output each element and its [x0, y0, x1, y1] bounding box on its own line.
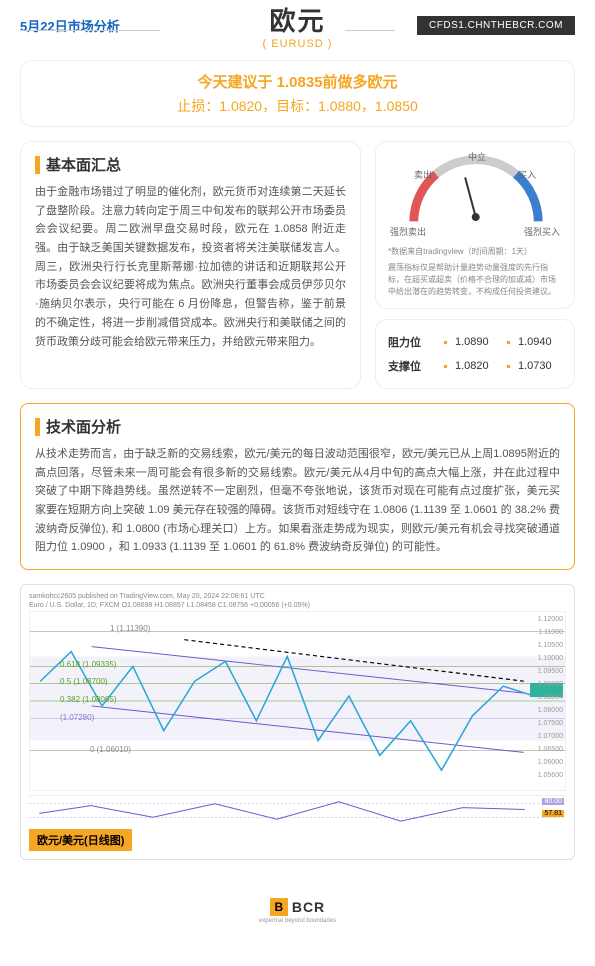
chart-card: samkohcc2605 published on TradingView.co…: [20, 584, 575, 860]
gauge-sell: 卖出: [414, 168, 432, 181]
dot-icon: [444, 365, 447, 368]
section-bar-icon: [35, 156, 40, 174]
fib-label-5: 0 (1.06010): [90, 745, 131, 754]
content-area: 今天建议于 1.0835前做多欧元 止损：1.0820，目标：1.0880，1.…: [0, 50, 595, 880]
pair-name-en: ( EURUSD ): [263, 38, 333, 50]
y-tick: 1.11000: [538, 629, 563, 636]
levels-card: 阻力位 1.0890 1.0940 支撑位 1.0820 1.0730: [375, 319, 575, 389]
fib-label-1: 1 (1.11390): [110, 624, 150, 633]
technical-header: 技术面分析: [35, 416, 560, 437]
gauge-strong-sell: 强烈卖出: [390, 225, 426, 238]
footer-logo: B BCR: [270, 898, 325, 916]
right-panel: 强烈卖出 卖出 中立 买入 强烈买入 *数据来自tradingview（时间周期…: [375, 141, 575, 389]
report-date: 5月22日市场分析: [20, 16, 120, 35]
technical-body: 从技术走势而言，由于缺乏新的交易线索，欧元/美元的每日波动范围很窄，欧元/美元已…: [35, 445, 560, 557]
dot-icon: [507, 341, 510, 344]
chart-meta-1: samkohcc2605 published on TradingView.co…: [29, 593, 566, 600]
gauge-source: *数据来自tradingview（时间周期：1天）: [388, 246, 562, 258]
y-tick: 1.07500: [538, 720, 563, 727]
technical-title: 技术面分析: [46, 416, 121, 437]
y-tick: 1.09000: [538, 681, 563, 688]
osc-svg: [29, 796, 566, 825]
header-bar: 5月22日市场分析 欧元 ( EURUSD ) CFDS1.CHNTHEBCR.…: [0, 0, 595, 50]
y-tick: 1.10500: [538, 642, 563, 649]
footer-brand: BCR: [292, 899, 325, 915]
resistance-2: 1.0940: [518, 336, 562, 348]
resistance-row: 阻力位 1.0890 1.0940: [388, 330, 562, 354]
osc-cur: 57.81: [542, 810, 564, 817]
decor-line-right: [345, 30, 395, 31]
recommendation-box: 今天建议于 1.0835前做多欧元 止损：1.0820，目标：1.0880，1.…: [20, 60, 575, 127]
osc-high: 80.00: [542, 798, 564, 805]
recommendation-main: 今天建议于 1.0835前做多欧元: [37, 71, 558, 92]
gauge-strong-buy: 强烈买入: [524, 225, 560, 238]
technical-card: 技术面分析 从技术走势而言，由于缺乏新的交易线索，欧元/美元的每日波动范围很窄，…: [20, 403, 575, 570]
oscillator-panel: 80.00 57.81: [29, 795, 566, 825]
y-tick: 1.08000: [538, 707, 563, 714]
fib-label-2: 0.618 (1.09335): [60, 660, 117, 669]
fundamentals-body: 由于金融市场错过了明显的催化剂，欧元货币对连续第二天延长了盘整阶段。注意力转向定…: [35, 183, 346, 351]
footer-tagline: expertise beyond boundaries: [0, 918, 595, 924]
gauge-note: 震荡指标仅是帮助计量趋势动量强度的先行指标，在超买或超卖（价格不合理的加或减）市…: [388, 262, 562, 298]
footer: B BCR expertise beyond boundaries: [0, 880, 595, 946]
y-tick: 1.06500: [538, 746, 563, 753]
dot-icon: [444, 341, 447, 344]
dot-icon: [507, 365, 510, 368]
support-2: 1.0730: [518, 360, 562, 372]
chart-meta-2: Euro / U.S. Dollar, 1D, FXCM O1.08698 H1…: [29, 602, 566, 609]
resistance-label: 阻力位: [388, 334, 436, 350]
gauge-buy: 买入: [518, 168, 536, 181]
fundamentals-title: 基本面汇总: [46, 154, 121, 175]
recommendation-sub: 止损：1.0820，目标：1.0880，1.0850: [37, 96, 558, 116]
footer-logo-icon: B: [270, 898, 288, 916]
fib-label-3: 0.5 (1.08700): [60, 677, 108, 686]
y-tick: 1.05600: [538, 772, 563, 779]
sentiment-gauge-card: 强烈卖出 卖出 中立 买入 强烈买入 *数据来自tradingview（时间周期…: [375, 141, 575, 309]
gauge-neutral: 中立: [468, 150, 486, 163]
section-bar-icon: [35, 418, 40, 436]
decor-line-left: [20, 30, 160, 31]
resistance-1: 1.0890: [455, 336, 499, 348]
chart-caption: 欧元/美元(日线图): [29, 829, 132, 851]
fib-label-4: 0.382 (1.08065): [60, 695, 117, 704]
gauge-graphic: 强烈卖出 卖出 中立 买入 强烈买入: [388, 152, 562, 242]
y-tick: 1.09500: [538, 668, 563, 675]
support-row: 支撑位 1.0820 1.0730: [388, 354, 562, 378]
y-tick: 1.07000: [538, 733, 563, 740]
support-line-label: (1.07280): [60, 713, 94, 722]
price-chart: 1 (1.11390) 0.618 (1.09335) 0.5 (1.08700…: [29, 611, 566, 791]
pair-name-cn: 欧元: [263, 1, 333, 38]
y-tick: 1.08864: [538, 694, 563, 701]
two-column-row: 基本面汇总 由于金融市场错过了明显的催化剂，欧元货币对连续第二天延长了盘整阶段。…: [20, 141, 575, 389]
support-label: 支撑位: [388, 358, 436, 374]
site-url: CFDS1.CHNTHEBCR.COM: [417, 16, 575, 35]
y-tick: 1.10000: [538, 655, 563, 662]
fundamentals-header: 基本面汇总: [35, 154, 346, 175]
fundamentals-card: 基本面汇总 由于金融市场错过了明显的催化剂，欧元货币对连续第二天延长了盘整阶段。…: [20, 141, 361, 389]
support-1: 1.0820: [455, 360, 499, 372]
y-tick: 1.12000: [538, 616, 563, 623]
y-tick: 1.06000: [538, 759, 563, 766]
pair-title-block: 欧元 ( EURUSD ): [263, 1, 333, 50]
